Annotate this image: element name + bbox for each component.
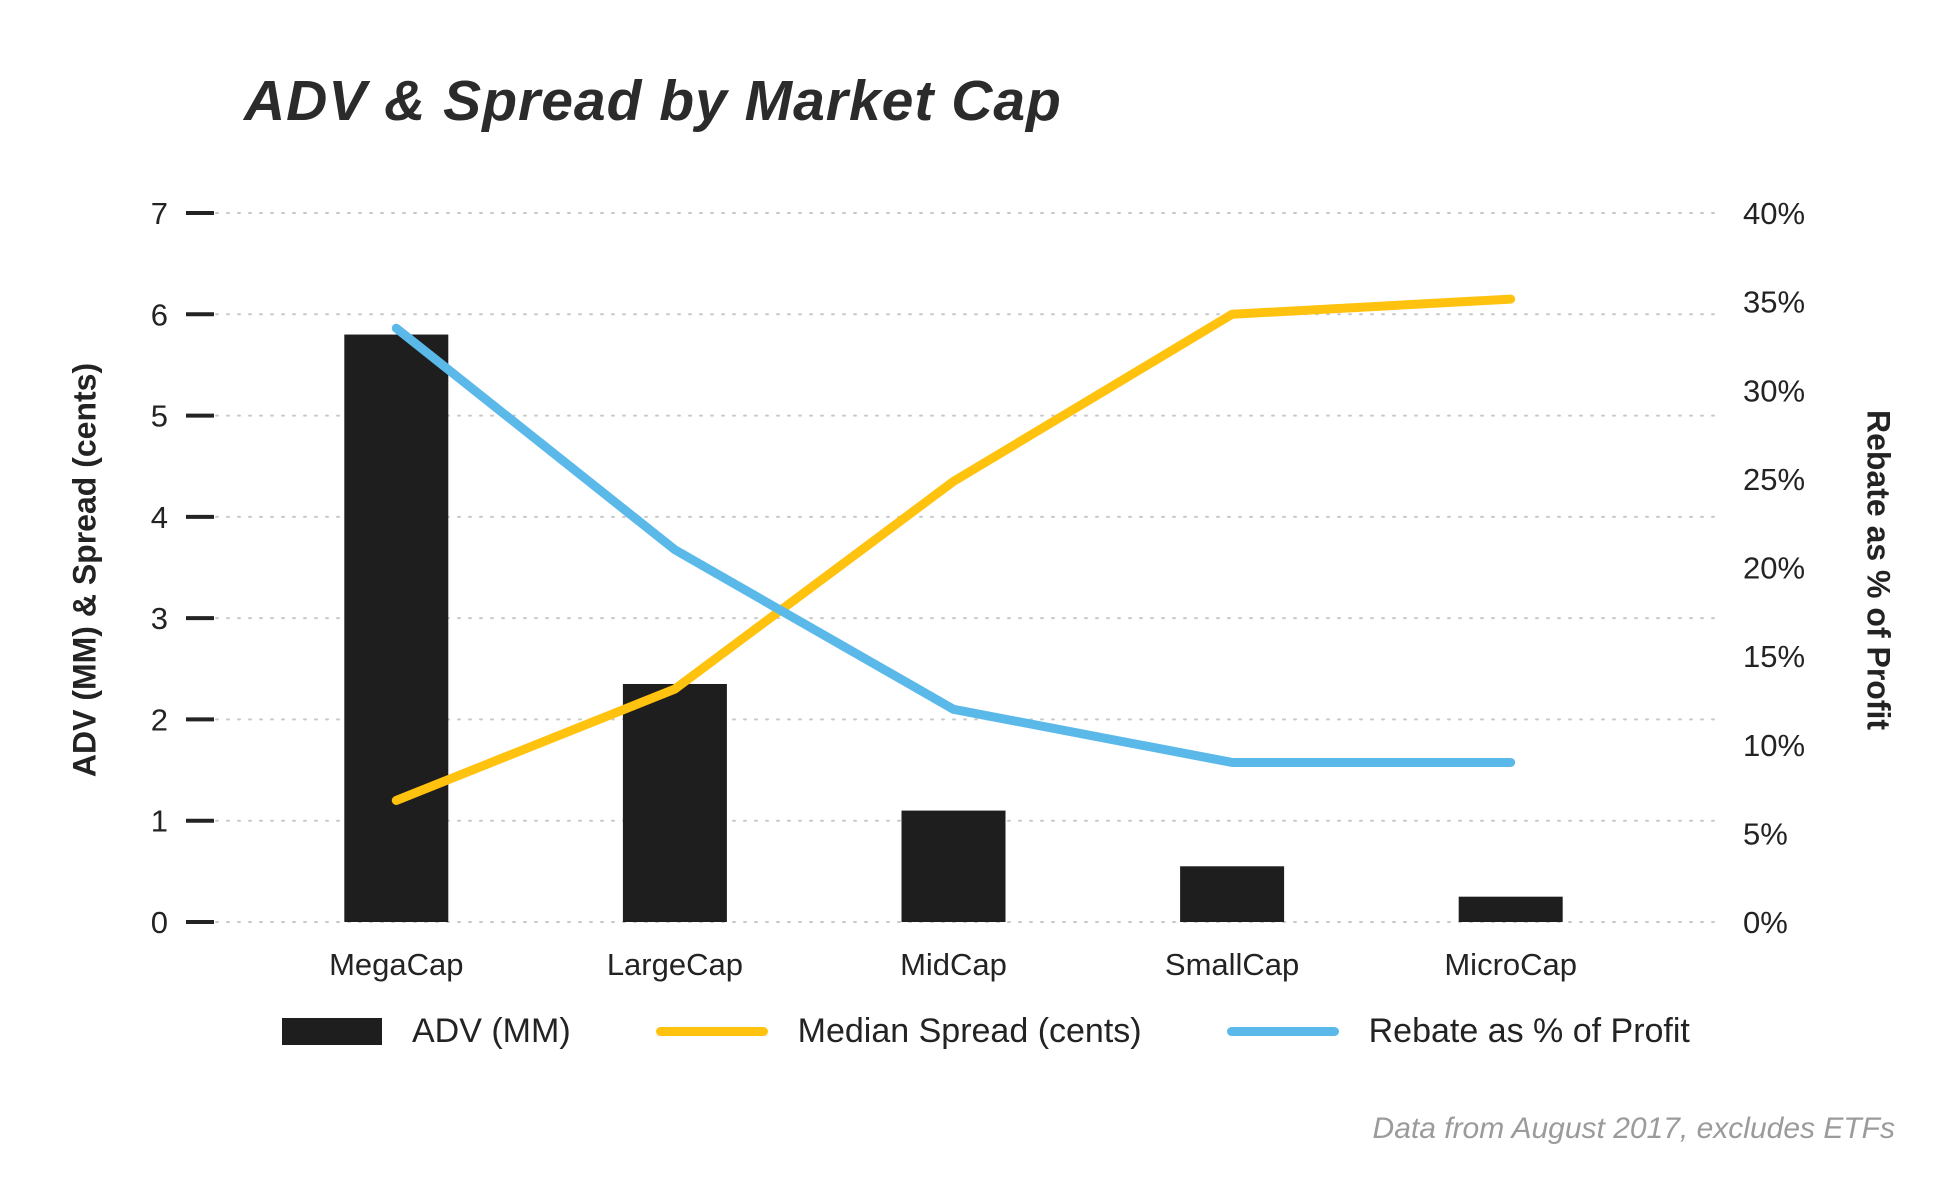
bar	[1180, 866, 1285, 922]
right-tick-label: 20%	[1743, 551, 1805, 586]
category-label: MegaCap	[329, 947, 463, 982]
category-label: MidCap	[900, 947, 1007, 982]
right-tick-label: 0%	[1743, 905, 1788, 940]
left-tick-label: 0	[151, 905, 168, 940]
left-tick-label: 7	[151, 196, 168, 231]
left-tick-label: 5	[151, 399, 168, 434]
legend-label-median-spread: Median Spread (cents)	[797, 1012, 1142, 1050]
right-tick-label: 40%	[1743, 196, 1805, 231]
right-tick-label: 25%	[1743, 462, 1805, 497]
legend-item-adv: ADV (MM)	[282, 1012, 571, 1051]
bar	[1458, 896, 1563, 922]
adv-bar-swatch-icon	[282, 1018, 382, 1045]
legend-item-median-spread: Median Spread (cents)	[655, 1012, 1142, 1051]
right-tick-label: 35%	[1743, 285, 1805, 320]
line-series	[391, 323, 1516, 767]
legend-item-rebate: Rebate as % of Profit	[1226, 1012, 1690, 1051]
right-tick-label: 30%	[1743, 373, 1805, 408]
category-label: MicroCap	[1444, 947, 1577, 982]
left-tick-label: 6	[151, 297, 168, 332]
left-tick-label: 3	[151, 601, 168, 636]
median-spread-line-swatch-icon	[655, 1027, 768, 1036]
legend-label-rebate: Rebate as % of Profit	[1368, 1012, 1690, 1050]
right-tick-label: 15%	[1743, 639, 1805, 674]
bar	[344, 334, 449, 922]
bar	[622, 683, 727, 922]
line-series	[391, 294, 1516, 805]
legend: ADV (MM) Median Spread (cents) Rebate as…	[282, 1012, 1690, 1051]
chart-title: ADV & Spread by Market Cap	[244, 69, 1062, 133]
left-tick-label: 4	[151, 500, 168, 535]
footnote: Data from August 2017, excludes ETFs	[1372, 1112, 1895, 1145]
category-label: SmallCap	[1165, 947, 1299, 982]
bar	[901, 810, 1006, 922]
legend-label-adv: ADV (MM)	[412, 1012, 571, 1050]
right-tick-label: 5%	[1743, 816, 1788, 851]
left-tick-label: 1	[151, 804, 168, 839]
right-tick-label: 10%	[1743, 728, 1805, 763]
rebate-line-swatch-icon	[1226, 1027, 1339, 1036]
left-tick-label: 2	[151, 702, 168, 737]
category-label: LargeCap	[607, 947, 743, 982]
